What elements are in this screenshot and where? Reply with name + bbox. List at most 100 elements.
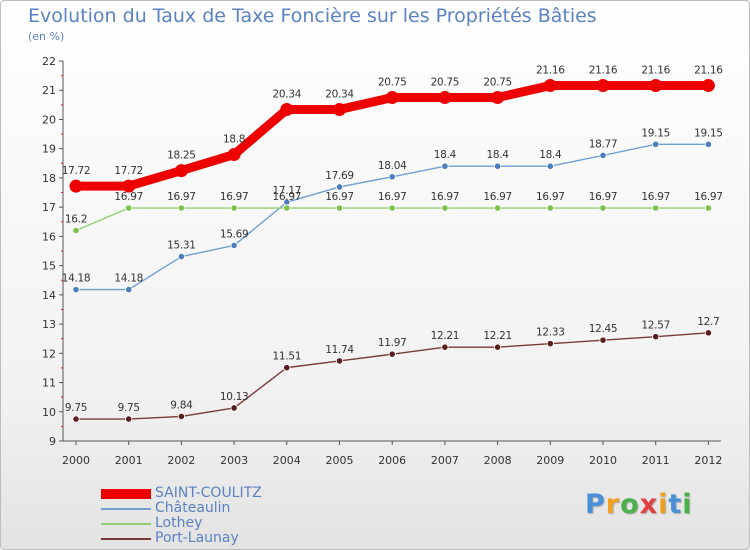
data-label: 12.21 bbox=[431, 330, 460, 342]
data-label: 12.7 bbox=[697, 316, 719, 328]
y-tick-label: 14 bbox=[42, 289, 56, 302]
legend-item-port-launay: Port-Launay bbox=[101, 531, 301, 546]
data-point bbox=[388, 350, 396, 358]
data-point bbox=[491, 91, 505, 105]
data-label: 17.72 bbox=[114, 165, 143, 177]
data-label: 18.4 bbox=[487, 149, 510, 161]
data-point bbox=[335, 204, 344, 212]
data-point bbox=[335, 183, 344, 191]
data-label: 16.97 bbox=[431, 191, 460, 203]
data-label: 11.74 bbox=[325, 344, 354, 356]
legend-swatch-saint-coulitz bbox=[101, 489, 151, 499]
x-tick-label: 2011 bbox=[642, 454, 670, 467]
logo-letter: o bbox=[620, 489, 640, 520]
data-point bbox=[599, 336, 607, 344]
chart-unit-label: (en %) bbox=[28, 30, 65, 43]
data-label: 16.2 bbox=[65, 214, 87, 226]
legend-label-lothey: Lothey bbox=[155, 515, 203, 531]
data-point bbox=[174, 164, 188, 178]
data-label: 12.21 bbox=[483, 330, 512, 342]
data-point bbox=[227, 148, 241, 162]
data-label: 16.97 bbox=[325, 191, 354, 203]
data-label: 21.16 bbox=[536, 65, 565, 77]
data-point bbox=[230, 404, 238, 412]
data-label: 16.97 bbox=[220, 191, 249, 203]
data-point bbox=[493, 162, 502, 170]
data-point bbox=[441, 162, 449, 170]
y-tick-label: 20 bbox=[42, 113, 56, 126]
y-tick-label: 12 bbox=[42, 347, 56, 360]
data-point bbox=[177, 204, 185, 212]
data-label: 16.97 bbox=[589, 191, 618, 203]
data-label: 12.57 bbox=[641, 320, 670, 332]
logo-letter: t bbox=[668, 489, 683, 520]
data-label: 16.97 bbox=[167, 191, 196, 203]
data-label: 16.97 bbox=[694, 191, 723, 203]
logo-letter: i bbox=[682, 489, 693, 520]
data-point bbox=[333, 103, 346, 117]
data-point bbox=[652, 204, 660, 212]
x-tick-label: 2008 bbox=[484, 454, 512, 467]
data-label: 20.34 bbox=[325, 89, 354, 101]
y-tick-label: 18 bbox=[42, 172, 56, 185]
data-point bbox=[546, 340, 554, 348]
data-label: 17.17 bbox=[273, 185, 302, 197]
data-point bbox=[122, 179, 136, 193]
logo-letter: r bbox=[605, 489, 621, 520]
data-point bbox=[72, 415, 80, 423]
y-tick-label: 11 bbox=[42, 377, 56, 390]
y-tick-label: 13 bbox=[42, 318, 56, 331]
legend-swatch-port-launay bbox=[101, 538, 151, 540]
legend-swatch-chateaulin bbox=[101, 508, 151, 510]
data-label: 12.33 bbox=[536, 327, 565, 339]
data-point bbox=[283, 204, 291, 212]
data-label: 20.75 bbox=[378, 77, 407, 89]
data-point bbox=[652, 333, 660, 341]
x-tick-label: 2002 bbox=[167, 454, 195, 467]
data-point bbox=[125, 415, 133, 423]
y-tick-label: 10 bbox=[42, 406, 56, 419]
data-point bbox=[177, 412, 185, 421]
legend-item-saint-coulitz: SAINT-COULITZ bbox=[101, 486, 301, 501]
y-tick-label: 21 bbox=[42, 84, 56, 97]
data-label: 10.13 bbox=[220, 391, 249, 403]
data-point bbox=[72, 285, 80, 294]
data-point bbox=[283, 364, 291, 372]
data-point bbox=[441, 343, 449, 351]
x-tick-label: 2009 bbox=[536, 454, 564, 467]
y-tick-label: 17 bbox=[42, 201, 56, 214]
data-point bbox=[652, 140, 660, 148]
data-point bbox=[704, 140, 713, 148]
legend-label-saint-coulitz: SAINT-COULITZ bbox=[155, 485, 262, 501]
data-label: 20.34 bbox=[273, 89, 302, 101]
x-tick-label: 2010 bbox=[589, 454, 617, 467]
data-label: 15.69 bbox=[220, 228, 249, 240]
data-label: 16.97 bbox=[378, 191, 407, 203]
data-point bbox=[388, 204, 396, 212]
data-point bbox=[385, 91, 399, 105]
chart-title: Evolution du Taux de Taxe Foncière sur l… bbox=[28, 5, 597, 27]
data-label: 16.97 bbox=[114, 191, 143, 203]
legend-swatch-lothey bbox=[101, 523, 151, 525]
x-tick-label: 2006 bbox=[378, 454, 406, 467]
legend-item-lothey: Lothey bbox=[101, 516, 301, 531]
data-label: 9.75 bbox=[65, 402, 87, 414]
data-point bbox=[704, 204, 713, 212]
logo-letter: i bbox=[658, 489, 669, 520]
data-label: 20.75 bbox=[483, 77, 512, 89]
proxiti-logo: Proxiti bbox=[585, 489, 693, 520]
x-tick-label: 2005 bbox=[326, 454, 354, 467]
data-point bbox=[125, 204, 133, 212]
data-label: 16.97 bbox=[483, 191, 512, 203]
data-point bbox=[546, 204, 554, 212]
data-point bbox=[69, 179, 83, 193]
data-label: 11.51 bbox=[273, 351, 302, 363]
y-tick-label: 22 bbox=[42, 55, 56, 68]
data-point bbox=[388, 173, 396, 181]
chart-legend: SAINT-COULITZ Châteaulin Lothey Port-Lau… bbox=[101, 486, 301, 546]
legend-item-chateaulin: Châteaulin bbox=[101, 501, 301, 516]
x-tick-label: 2000 bbox=[62, 454, 90, 467]
x-tick-label: 2003 bbox=[220, 454, 248, 467]
data-point bbox=[493, 343, 502, 351]
